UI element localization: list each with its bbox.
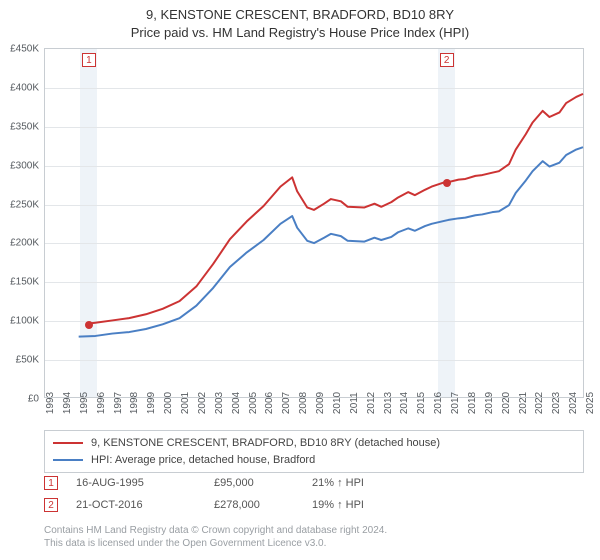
legend-label-property: 9, KENSTONE CRESCENT, BRADFORD, BD10 8RY… bbox=[91, 435, 440, 452]
sale-marker-1: 1 bbox=[44, 476, 58, 490]
sale-date-2: 21-OCT-2016 bbox=[76, 499, 196, 511]
sale-marker-box-2: 2 bbox=[440, 53, 454, 67]
title-subtitle: Price paid vs. HM Land Registry's House … bbox=[0, 24, 600, 42]
footer-line-1: Contains HM Land Registry data © Crown c… bbox=[44, 524, 387, 537]
sale-dot-2 bbox=[443, 179, 451, 187]
sale-dot-1 bbox=[85, 321, 93, 329]
sale-date-1: 16-AUG-1995 bbox=[76, 477, 196, 489]
chart-plot-area: £0£50K£100K£150K£200K£250K£300K£350K£400… bbox=[44, 48, 584, 398]
sale-delta-2: 19% ↑ HPI bbox=[312, 499, 402, 511]
footer-line-2: This data is licensed under the Open Gov… bbox=[44, 537, 387, 550]
y-axis-label: £200K bbox=[10, 238, 39, 249]
legend-swatch-property bbox=[53, 442, 83, 444]
y-axis-label: £400K bbox=[10, 82, 39, 93]
y-axis-label: £250K bbox=[10, 199, 39, 210]
x-axis-label: 2025 bbox=[585, 392, 596, 414]
y-axis-label: £50K bbox=[16, 355, 39, 366]
chart-container: 9, KENSTONE CRESCENT, BRADFORD, BD10 8RY… bbox=[0, 0, 600, 560]
legend-swatch-hpi bbox=[53, 459, 83, 461]
legend-row-hpi: HPI: Average price, detached house, Brad… bbox=[53, 452, 575, 469]
sale-marker-box-1: 1 bbox=[82, 53, 96, 67]
sale-price-2: £278,000 bbox=[214, 499, 294, 511]
y-axis-label: £100K bbox=[10, 316, 39, 327]
legend-label-hpi: HPI: Average price, detached house, Brad… bbox=[91, 452, 315, 469]
sale-delta-1: 21% ↑ HPI bbox=[312, 477, 402, 489]
title-address: 9, KENSTONE CRESCENT, BRADFORD, BD10 8RY bbox=[0, 6, 600, 24]
y-axis-label: £150K bbox=[10, 277, 39, 288]
sale-price-1: £95,000 bbox=[214, 477, 294, 489]
chart-lines-svg bbox=[45, 49, 583, 397]
title-block: 9, KENSTONE CRESCENT, BRADFORD, BD10 8RY… bbox=[0, 0, 600, 41]
sale-row-1: 1 16-AUG-1995 £95,000 21% ↑ HPI bbox=[44, 472, 584, 494]
y-axis-label: £300K bbox=[10, 160, 39, 171]
y-axis-label: £0 bbox=[28, 394, 39, 405]
sales-block: 1 16-AUG-1995 £95,000 21% ↑ HPI 2 21-OCT… bbox=[44, 472, 584, 516]
series-line-property bbox=[89, 94, 583, 324]
footer-text: Contains HM Land Registry data © Crown c… bbox=[44, 524, 387, 550]
series-line-hpi bbox=[79, 147, 583, 336]
sale-marker-2: 2 bbox=[44, 498, 58, 512]
y-axis-label: £350K bbox=[10, 121, 39, 132]
legend-box: 9, KENSTONE CRESCENT, BRADFORD, BD10 8RY… bbox=[44, 430, 584, 473]
y-axis-label: £450K bbox=[10, 44, 39, 55]
legend-row-property: 9, KENSTONE CRESCENT, BRADFORD, BD10 8RY… bbox=[53, 435, 575, 452]
sale-row-2: 2 21-OCT-2016 £278,000 19% ↑ HPI bbox=[44, 494, 584, 516]
